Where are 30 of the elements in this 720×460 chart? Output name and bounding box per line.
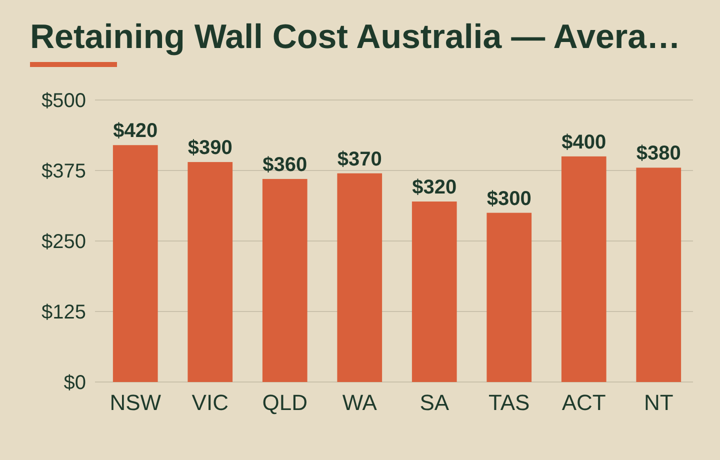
- bar: [337, 173, 382, 382]
- data-label: $420: [113, 120, 158, 142]
- data-label: $360: [262, 154, 308, 176]
- x-tick-label: SA: [420, 390, 450, 415]
- y-tick-label: $250: [42, 231, 86, 253]
- bar: [188, 162, 233, 382]
- y-tick-label: $0: [64, 372, 86, 394]
- x-tick-label: VIC: [192, 390, 229, 415]
- bar: [112, 145, 158, 382]
- data-label: $390: [188, 137, 232, 160]
- x-tick-label: QLD: [262, 390, 308, 415]
- x-tick-label: WA: [342, 390, 378, 415]
- x-tick-label: NT: [644, 390, 674, 415]
- bar: [412, 202, 457, 382]
- x-tick-label: NSW: [110, 390, 162, 415]
- bar: [561, 156, 606, 382]
- bar: [636, 168, 682, 382]
- y-tick-label: $125: [42, 302, 86, 324]
- y-tick-label: $500: [42, 90, 86, 112]
- chart-title: Retaining Wall Cost Australia — Avera…: [30, 18, 681, 56]
- y-tick-label: $375: [42, 160, 86, 182]
- data-label: $400: [562, 131, 606, 154]
- data-label: $320: [412, 176, 457, 199]
- data-label: $300: [486, 188, 532, 210]
- bar: [262, 178, 308, 382]
- data-label: $370: [337, 148, 382, 170]
- bar: [486, 212, 532, 382]
- x-tick-label: TAS: [488, 390, 530, 415]
- x-tick-label: ACT: [562, 390, 606, 415]
- data-label: $380: [636, 142, 681, 165]
